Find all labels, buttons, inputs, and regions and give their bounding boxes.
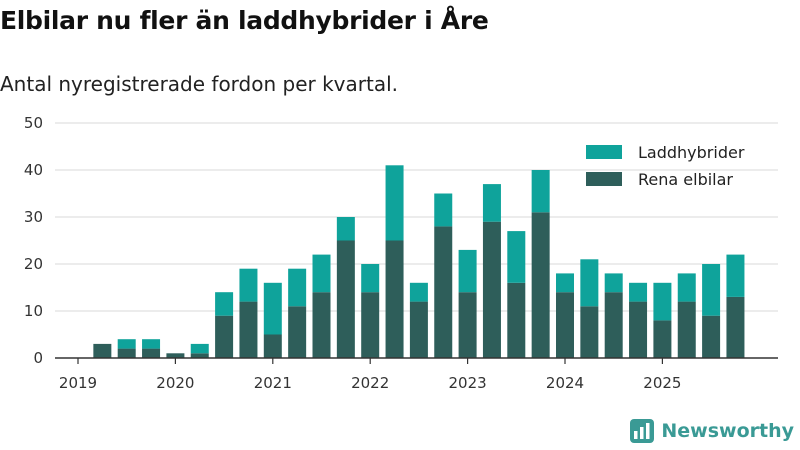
bar-laddhybrider	[726, 254, 745, 297]
legend-label: Rena elbilar	[638, 170, 733, 189]
y-tick-label: 40	[24, 161, 43, 179]
bar-laddhybrider	[312, 254, 331, 293]
y-tick-label: 0	[33, 349, 43, 367]
bar-rena-elbilar	[166, 353, 185, 358]
bar-rena-elbilar	[263, 334, 282, 358]
bar-laddhybrider	[385, 165, 404, 241]
bar-rena-elbilar	[409, 301, 428, 358]
bar-laddhybrider	[263, 282, 282, 335]
bar-rena-elbilar	[312, 292, 331, 358]
x-tick-label: 2025	[643, 374, 681, 392]
bar-laddhybrider	[239, 268, 258, 302]
bar-rena-elbilar	[215, 315, 234, 358]
x-tick-label: 2022	[351, 374, 389, 392]
x-tick-label: 2019	[59, 374, 97, 392]
bar-rena-elbilar	[507, 282, 526, 358]
bar-rena-elbilar	[336, 240, 355, 358]
bar-laddhybrider	[677, 273, 696, 302]
bar-rena-elbilar	[434, 226, 453, 358]
bar-rena-elbilar	[458, 292, 477, 358]
y-tick-label: 20	[24, 255, 43, 273]
newsworthy-logo-icon	[630, 419, 655, 443]
bar-rena-elbilar	[531, 212, 550, 358]
bar-rena-elbilar	[604, 292, 623, 358]
x-tick-label: 2020	[156, 374, 194, 392]
y-tick-label: 30	[24, 208, 43, 226]
bar-rena-elbilar	[385, 240, 404, 358]
bar-laddhybrider	[458, 249, 477, 293]
bar-laddhybrider	[215, 292, 234, 316]
bar-laddhybrider	[580, 259, 599, 307]
bar-laddhybrider	[434, 193, 453, 227]
chart-subtitle: Antal nyregistrerade fordon per kvartal.	[0, 72, 399, 96]
bar-rena-elbilar	[142, 348, 161, 358]
bar-rena-elbilar	[726, 296, 745, 358]
bar-laddhybrider	[190, 343, 209, 354]
bar-laddhybrider	[556, 273, 574, 293]
bar-laddhybrider	[288, 268, 307, 307]
bar-rena-elbilar	[653, 320, 672, 358]
x-tick-label: 2024	[546, 374, 584, 392]
bars	[93, 165, 745, 358]
bar-rena-elbilar	[117, 348, 136, 358]
y-tick-label: 10	[24, 302, 43, 320]
bar-laddhybrider	[482, 184, 501, 222]
x-tick-label: 2023	[449, 374, 487, 392]
newsworthy-logo-text: Newsworthy	[661, 420, 794, 442]
bar-laddhybrider	[507, 231, 526, 283]
bar-laddhybrider	[361, 264, 380, 293]
bar-laddhybrider	[531, 170, 550, 213]
y-axis-ticks: 0 10 20 30 40 50	[24, 114, 43, 367]
bar-rena-elbilar	[361, 292, 380, 358]
bar-rena-elbilar	[239, 301, 258, 358]
bar-rena-elbilar	[288, 306, 307, 358]
bar-rena-elbilar	[677, 301, 696, 358]
bar-rena-elbilar	[702, 315, 721, 358]
legend-swatch	[586, 172, 622, 186]
bar-laddhybrider	[117, 339, 136, 349]
bar-laddhybrider	[604, 273, 623, 293]
legend-swatch	[586, 145, 622, 159]
legend-label: Laddhybrider	[638, 143, 745, 162]
bar-rena-elbilar	[556, 292, 574, 358]
bar-laddhybrider	[702, 264, 721, 316]
bar-laddhybrider	[142, 339, 161, 349]
bar-rena-elbilar	[482, 221, 501, 358]
bar-rena-elbilar	[580, 306, 599, 358]
y-tick-label: 50	[24, 114, 43, 132]
bar-rena-elbilar	[190, 353, 209, 358]
bar-laddhybrider	[629, 282, 648, 302]
bar-laddhybrider	[409, 282, 428, 302]
bar-laddhybrider	[336, 217, 355, 241]
x-tick-label: 2021	[254, 374, 292, 392]
bar-laddhybrider	[653, 282, 672, 321]
newsworthy-logo: Newsworthy	[629, 418, 794, 444]
bar-rena-elbilar	[93, 343, 112, 358]
chart-title: Elbilar nu fler än laddhybrider i Åre	[0, 6, 489, 35]
x-axis-ticks: 2019 2020 2021 2022 2023 2024 2025	[59, 358, 681, 392]
bar-rena-elbilar	[629, 301, 648, 358]
legend: Laddhybrider Rena elbilar	[586, 143, 745, 189]
